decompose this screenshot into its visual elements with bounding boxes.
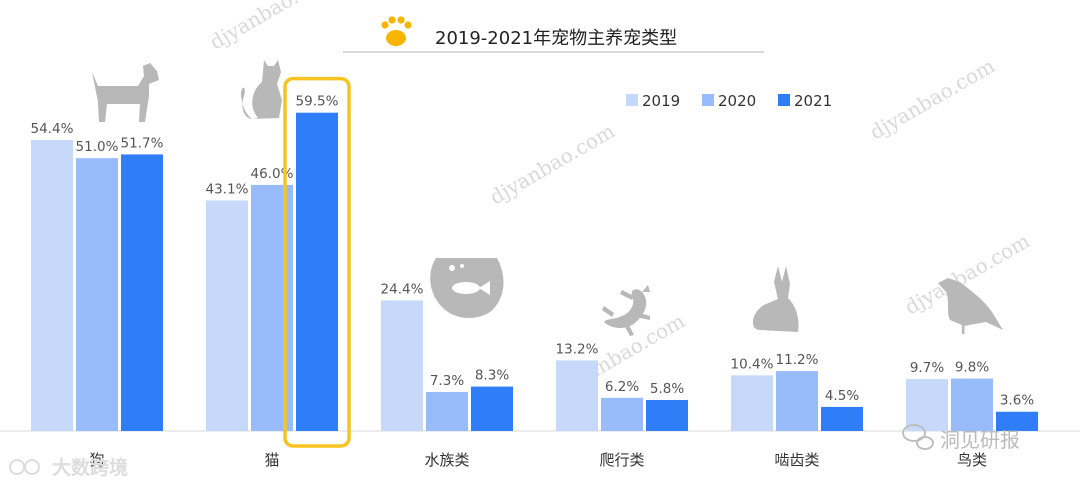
data-label-2020-3: 6.2% <box>605 379 639 395</box>
bar-2019-4 <box>731 375 773 431</box>
data-label-2020-1: 46.0% <box>251 166 294 182</box>
category-label-0: 狗 <box>89 451 104 469</box>
wechat-brand-text: 洞见研报 <box>940 428 1020 452</box>
bird-icon <box>938 278 1003 334</box>
data-label-2019-0: 54.4% <box>31 121 74 137</box>
data-label-2021-3: 5.8% <box>650 381 684 397</box>
watermark-text: djyanbao.com <box>866 53 999 144</box>
rabbit-icon <box>752 266 799 332</box>
source-text: 大数跨境 <box>52 456 128 479</box>
dog-icon <box>92 63 159 122</box>
legend-label-2021: 2021 <box>794 92 832 110</box>
fish-bowl-icon <box>430 258 504 318</box>
data-label-2019-1: 43.1% <box>206 181 249 197</box>
bar-2021-0 <box>121 154 163 431</box>
bar-2021-2 <box>471 386 513 431</box>
bar-2019-1 <box>206 200 248 431</box>
category-label-4: 啮齿类 <box>774 451 819 469</box>
data-label-2019-5: 9.7% <box>910 360 944 376</box>
data-label-2021-0: 51.7% <box>121 135 164 151</box>
bar-2021-1 <box>296 112 338 432</box>
bar-2020-5 <box>951 378 993 431</box>
bar-2019-0 <box>31 139 73 431</box>
bar-2020-4 <box>776 371 818 431</box>
bar-2019-3 <box>556 360 598 431</box>
highlight-box <box>283 76 351 448</box>
category-icons <box>92 60 1003 336</box>
bar-2020-2 <box>426 391 468 431</box>
data-label-2020-0: 51.0% <box>76 139 119 155</box>
legend-swatch-2020 <box>702 94 714 106</box>
bar-2019-5 <box>906 379 948 431</box>
bar-2020-0 <box>76 158 118 431</box>
data-label-2021-2: 8.3% <box>475 368 509 384</box>
data-label-2020-4: 11.2% <box>776 352 819 368</box>
chart-title-text: 2019-2021年宠物主养宠类型 <box>435 28 677 49</box>
legend: 2019 2020 2021 <box>626 92 832 110</box>
watermark-text: djyanbao.com <box>486 118 619 209</box>
source-logo-icon <box>9 459 40 475</box>
source-brand: 大数跨境 <box>9 456 128 479</box>
bar-2021-3 <box>646 399 688 431</box>
data-label-2021-4: 4.5% <box>825 388 859 404</box>
data-label-2019-4: 10.4% <box>731 356 774 372</box>
legend-swatch-2019 <box>626 94 638 106</box>
data-label-2020-5: 9.8% <box>955 360 989 376</box>
bar-2021-4 <box>821 406 863 431</box>
legend-label-2020: 2020 <box>718 92 756 110</box>
category-label-5: 鸟类 <box>957 451 987 469</box>
watermark-text: djyanbao.com <box>206 0 339 54</box>
bar-2020-3 <box>601 397 643 431</box>
wechat-brand: 洞见研报 <box>902 424 1020 452</box>
data-label-2019-2: 24.4% <box>381 281 424 297</box>
wechat-icon <box>902 424 934 450</box>
data-label-2019-3: 13.2% <box>556 341 599 357</box>
plot-area: 54.4%51.0% 51.7% 狗 43.1%46.0% 59.5% 猫 24.4% 7.3… <box>0 76 1080 469</box>
bar-2019-2 <box>381 300 423 431</box>
legend-label-2019: 2019 <box>642 92 680 110</box>
category-label-2: 水族类 <box>424 451 469 469</box>
data-label-2021-5: 3.6% <box>1000 393 1034 409</box>
cat-icon <box>241 60 282 119</box>
legend-swatch-2021 <box>778 94 790 106</box>
data-label-2020-2: 7.3% <box>430 373 464 389</box>
paw-icon <box>381 16 412 46</box>
category-label-1: 猫 <box>264 451 279 469</box>
bar-2021-5 <box>996 411 1038 431</box>
lizard-icon <box>602 285 650 336</box>
chart-title: 2019-2021年宠物主养宠类型 <box>343 16 764 53</box>
category-label-3: 爬行类 <box>599 451 644 469</box>
data-label-2021-1: 59.5% <box>296 94 339 110</box>
